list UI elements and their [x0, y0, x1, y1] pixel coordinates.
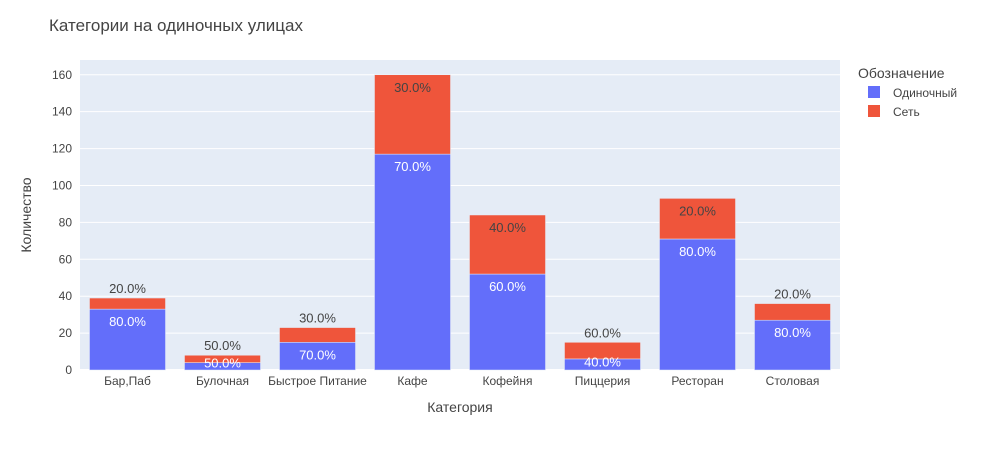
bar-chain[interactable]	[754, 303, 831, 321]
bar-value-label: 40.0%	[489, 220, 526, 235]
x-tick-label: Кафе	[397, 374, 428, 388]
bar-chain[interactable]	[469, 214, 546, 275]
bar-value-label: 50.0%	[204, 356, 241, 371]
legend-title: Обозначение	[858, 65, 945, 81]
bar-chain[interactable]	[374, 74, 451, 155]
bar-chain[interactable]	[184, 354, 261, 363]
bar-value-label: 70.0%	[299, 347, 336, 362]
y-axis-ticks: 0 20 40 60 80 100 120 140 160	[52, 68, 72, 377]
bar-single[interactable]	[659, 238, 736, 371]
bar-labels: 80.0% 20.0% 50.0% 50.0% 70.0% 30.0% 70.0% 30.0%…	[109, 80, 811, 371]
legend-item-single[interactable]: Одиночный	[868, 86, 957, 100]
bar-value-label: 20.0%	[679, 203, 716, 218]
y-tick-label: 100	[52, 178, 72, 192]
x-axis-ticks: Бар,Паб Булочная Быстрое Питание Кафе Кофейн…	[104, 374, 819, 388]
legend-swatch-single	[868, 86, 880, 98]
bar-value-label: 50.0%	[204, 338, 241, 353]
x-tick-label: Кофейня	[482, 374, 532, 388]
y-tick-label: 80	[59, 215, 73, 229]
y-tick-label: 160	[52, 68, 72, 82]
bar-chain[interactable]	[279, 327, 356, 343]
bar-value-label: 30.0%	[394, 80, 431, 95]
x-tick-label: Булочная	[196, 374, 249, 388]
bar-value-label: 30.0%	[299, 311, 336, 326]
bar-single[interactable]	[469, 273, 546, 371]
bar-value-label: 20.0%	[109, 281, 146, 296]
bar-value-label: 70.0%	[394, 159, 431, 174]
bar-value-label: 40.0%	[584, 355, 621, 370]
bar-value-label: 80.0%	[774, 325, 811, 340]
bar-single[interactable]	[279, 342, 356, 371]
bar-single[interactable]	[374, 153, 451, 371]
bar-chain[interactable]	[659, 198, 736, 240]
bar-chain[interactable]	[564, 342, 641, 360]
y-tick-label: 0	[65, 363, 72, 377]
y-tick-label: 140	[52, 105, 72, 119]
legend-item-chain[interactable]: Сеть	[868, 105, 920, 119]
bar-value-label: 80.0%	[679, 244, 716, 259]
legend-label-single: Одиночный	[893, 86, 957, 100]
y-tick-label: 20	[59, 326, 73, 340]
legend-label-chain: Сеть	[893, 105, 920, 119]
legend: Обозначение Одиночный Сеть	[858, 65, 957, 119]
x-tick-label: Пиццерия	[575, 374, 631, 388]
x-axis-title: Категория	[427, 399, 492, 415]
x-tick-label: Быстрое Питание	[268, 374, 367, 388]
y-tick-label: 60	[59, 252, 73, 266]
x-tick-label: Столовая	[766, 374, 820, 388]
legend-swatch-chain	[868, 105, 880, 117]
chart-title: Категории на одиночных улицах	[49, 16, 303, 35]
bar-value-label: 60.0%	[489, 279, 526, 294]
bar-value-label: 60.0%	[584, 325, 621, 340]
bar-value-label: 80.0%	[109, 314, 146, 329]
bar-value-label: 20.0%	[774, 287, 811, 302]
bar-single[interactable]	[89, 308, 166, 371]
y-tick-label: 120	[52, 142, 72, 156]
bar-single[interactable]	[754, 319, 831, 371]
x-tick-label: Бар,Паб	[104, 374, 151, 388]
bar-chain[interactable]	[89, 297, 166, 310]
x-tick-label: Ресторан	[671, 374, 723, 388]
y-tick-label: 40	[59, 289, 73, 303]
y-axis-title: Количество	[18, 177, 34, 252]
bars	[89, 74, 831, 371]
